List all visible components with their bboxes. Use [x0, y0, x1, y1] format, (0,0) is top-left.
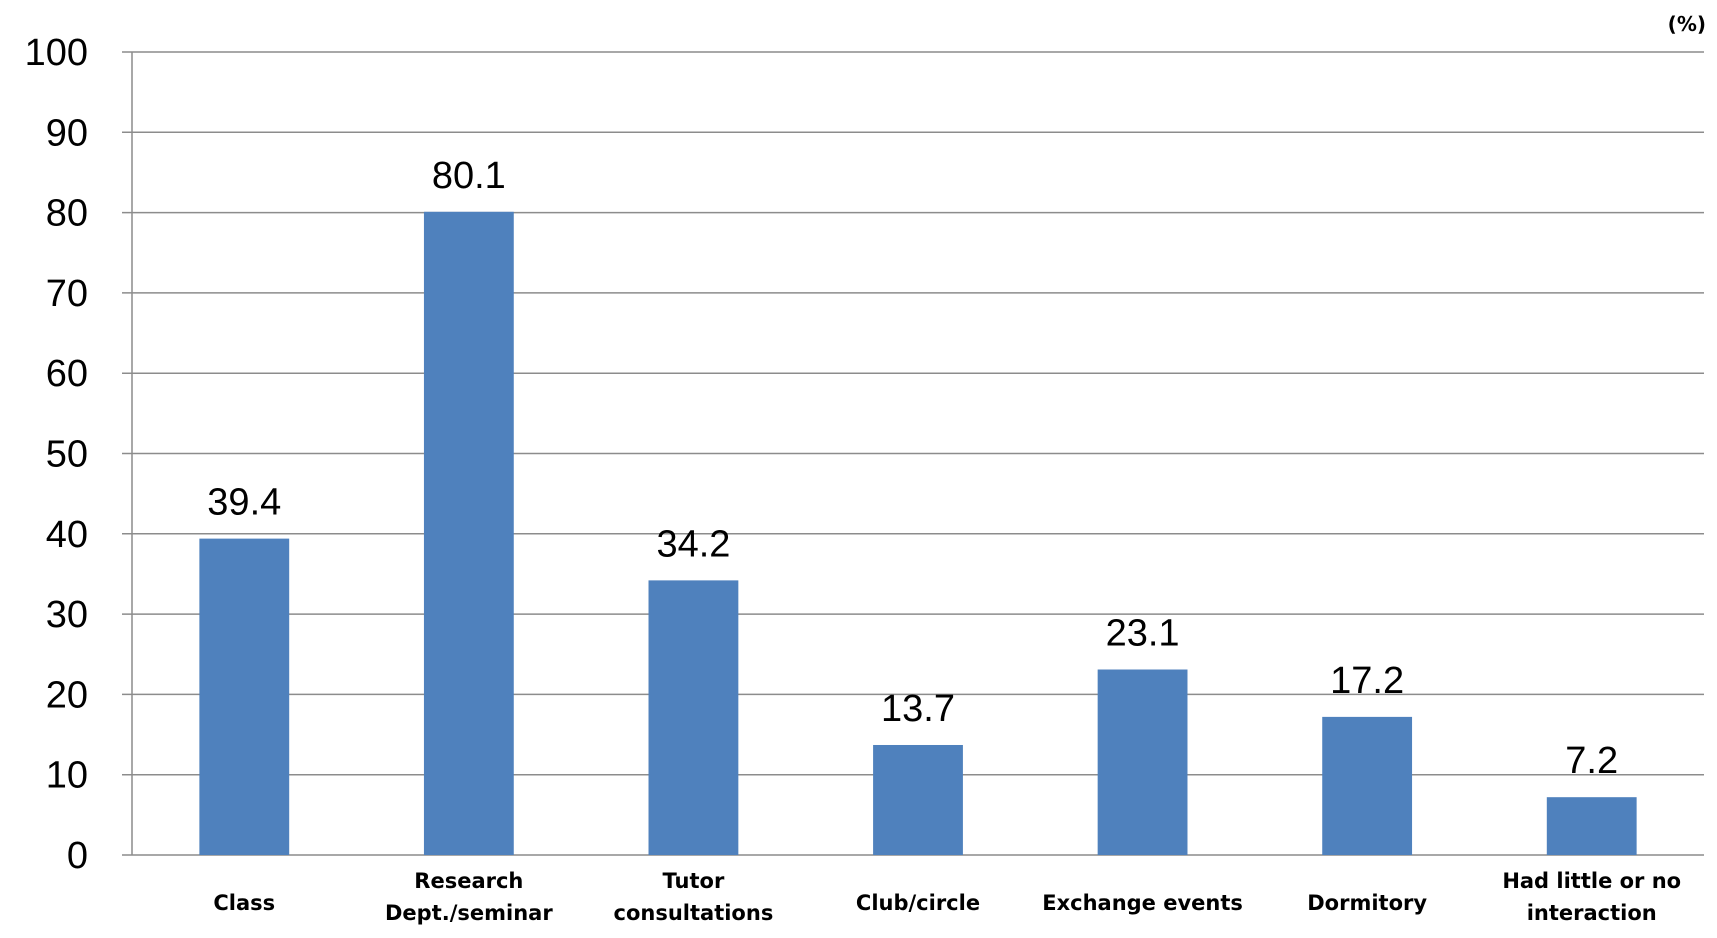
x-axis-category-labels: Class Research Dept./seminar Tutor consultat… [213, 869, 1681, 925]
bar [1322, 716, 1413, 855]
category-label: Class [213, 891, 275, 915]
data-label: 39.4 [207, 482, 281, 524]
bar [873, 744, 963, 855]
y-tick-label: 20 [46, 674, 88, 716]
y-tick-label: 10 [46, 755, 88, 797]
y-tick-label: 100 [25, 32, 88, 74]
bar [648, 580, 739, 855]
bar [199, 538, 290, 855]
bar [1546, 797, 1637, 855]
y-tick-label: 60 [46, 353, 88, 395]
y-tick-label: 30 [46, 594, 88, 636]
category-label: Tutor consultations [614, 869, 774, 925]
y-tick-label: 90 [46, 112, 88, 154]
category-label: Had little or no interaction [1502, 869, 1681, 925]
data-label: 17.2 [1330, 660, 1404, 702]
bars [199, 211, 1637, 855]
y-tick-label: 80 [46, 193, 88, 235]
data-labels: 39.4 80.1 34.2 13.7 23.1 17.2 7.2 [207, 155, 1618, 782]
gridlines [122, 51, 1704, 856]
category-label: Exchange events [1042, 891, 1243, 915]
y-tick-label: 50 [46, 434, 88, 476]
data-label: 7.2 [1565, 740, 1618, 782]
data-label: 34.2 [656, 523, 730, 565]
bar [1097, 669, 1188, 855]
unit-label: (%) [1668, 12, 1706, 36]
data-label: 13.7 [881, 688, 955, 730]
y-axis-ticks: 0 10 20 30 40 50 60 70 80 90 100 [25, 32, 88, 877]
category-label: Dormitory [1307, 891, 1427, 915]
y-tick-label: 70 [46, 273, 88, 315]
category-label: Club/circle [856, 891, 980, 915]
y-tick-label: 40 [46, 514, 88, 556]
data-label: 23.1 [1106, 613, 1180, 655]
y-tick-label: 0 [67, 835, 88, 877]
data-label: 80.1 [432, 155, 506, 197]
bar [423, 211, 514, 855]
category-label: Research Dept./seminar [385, 869, 553, 925]
